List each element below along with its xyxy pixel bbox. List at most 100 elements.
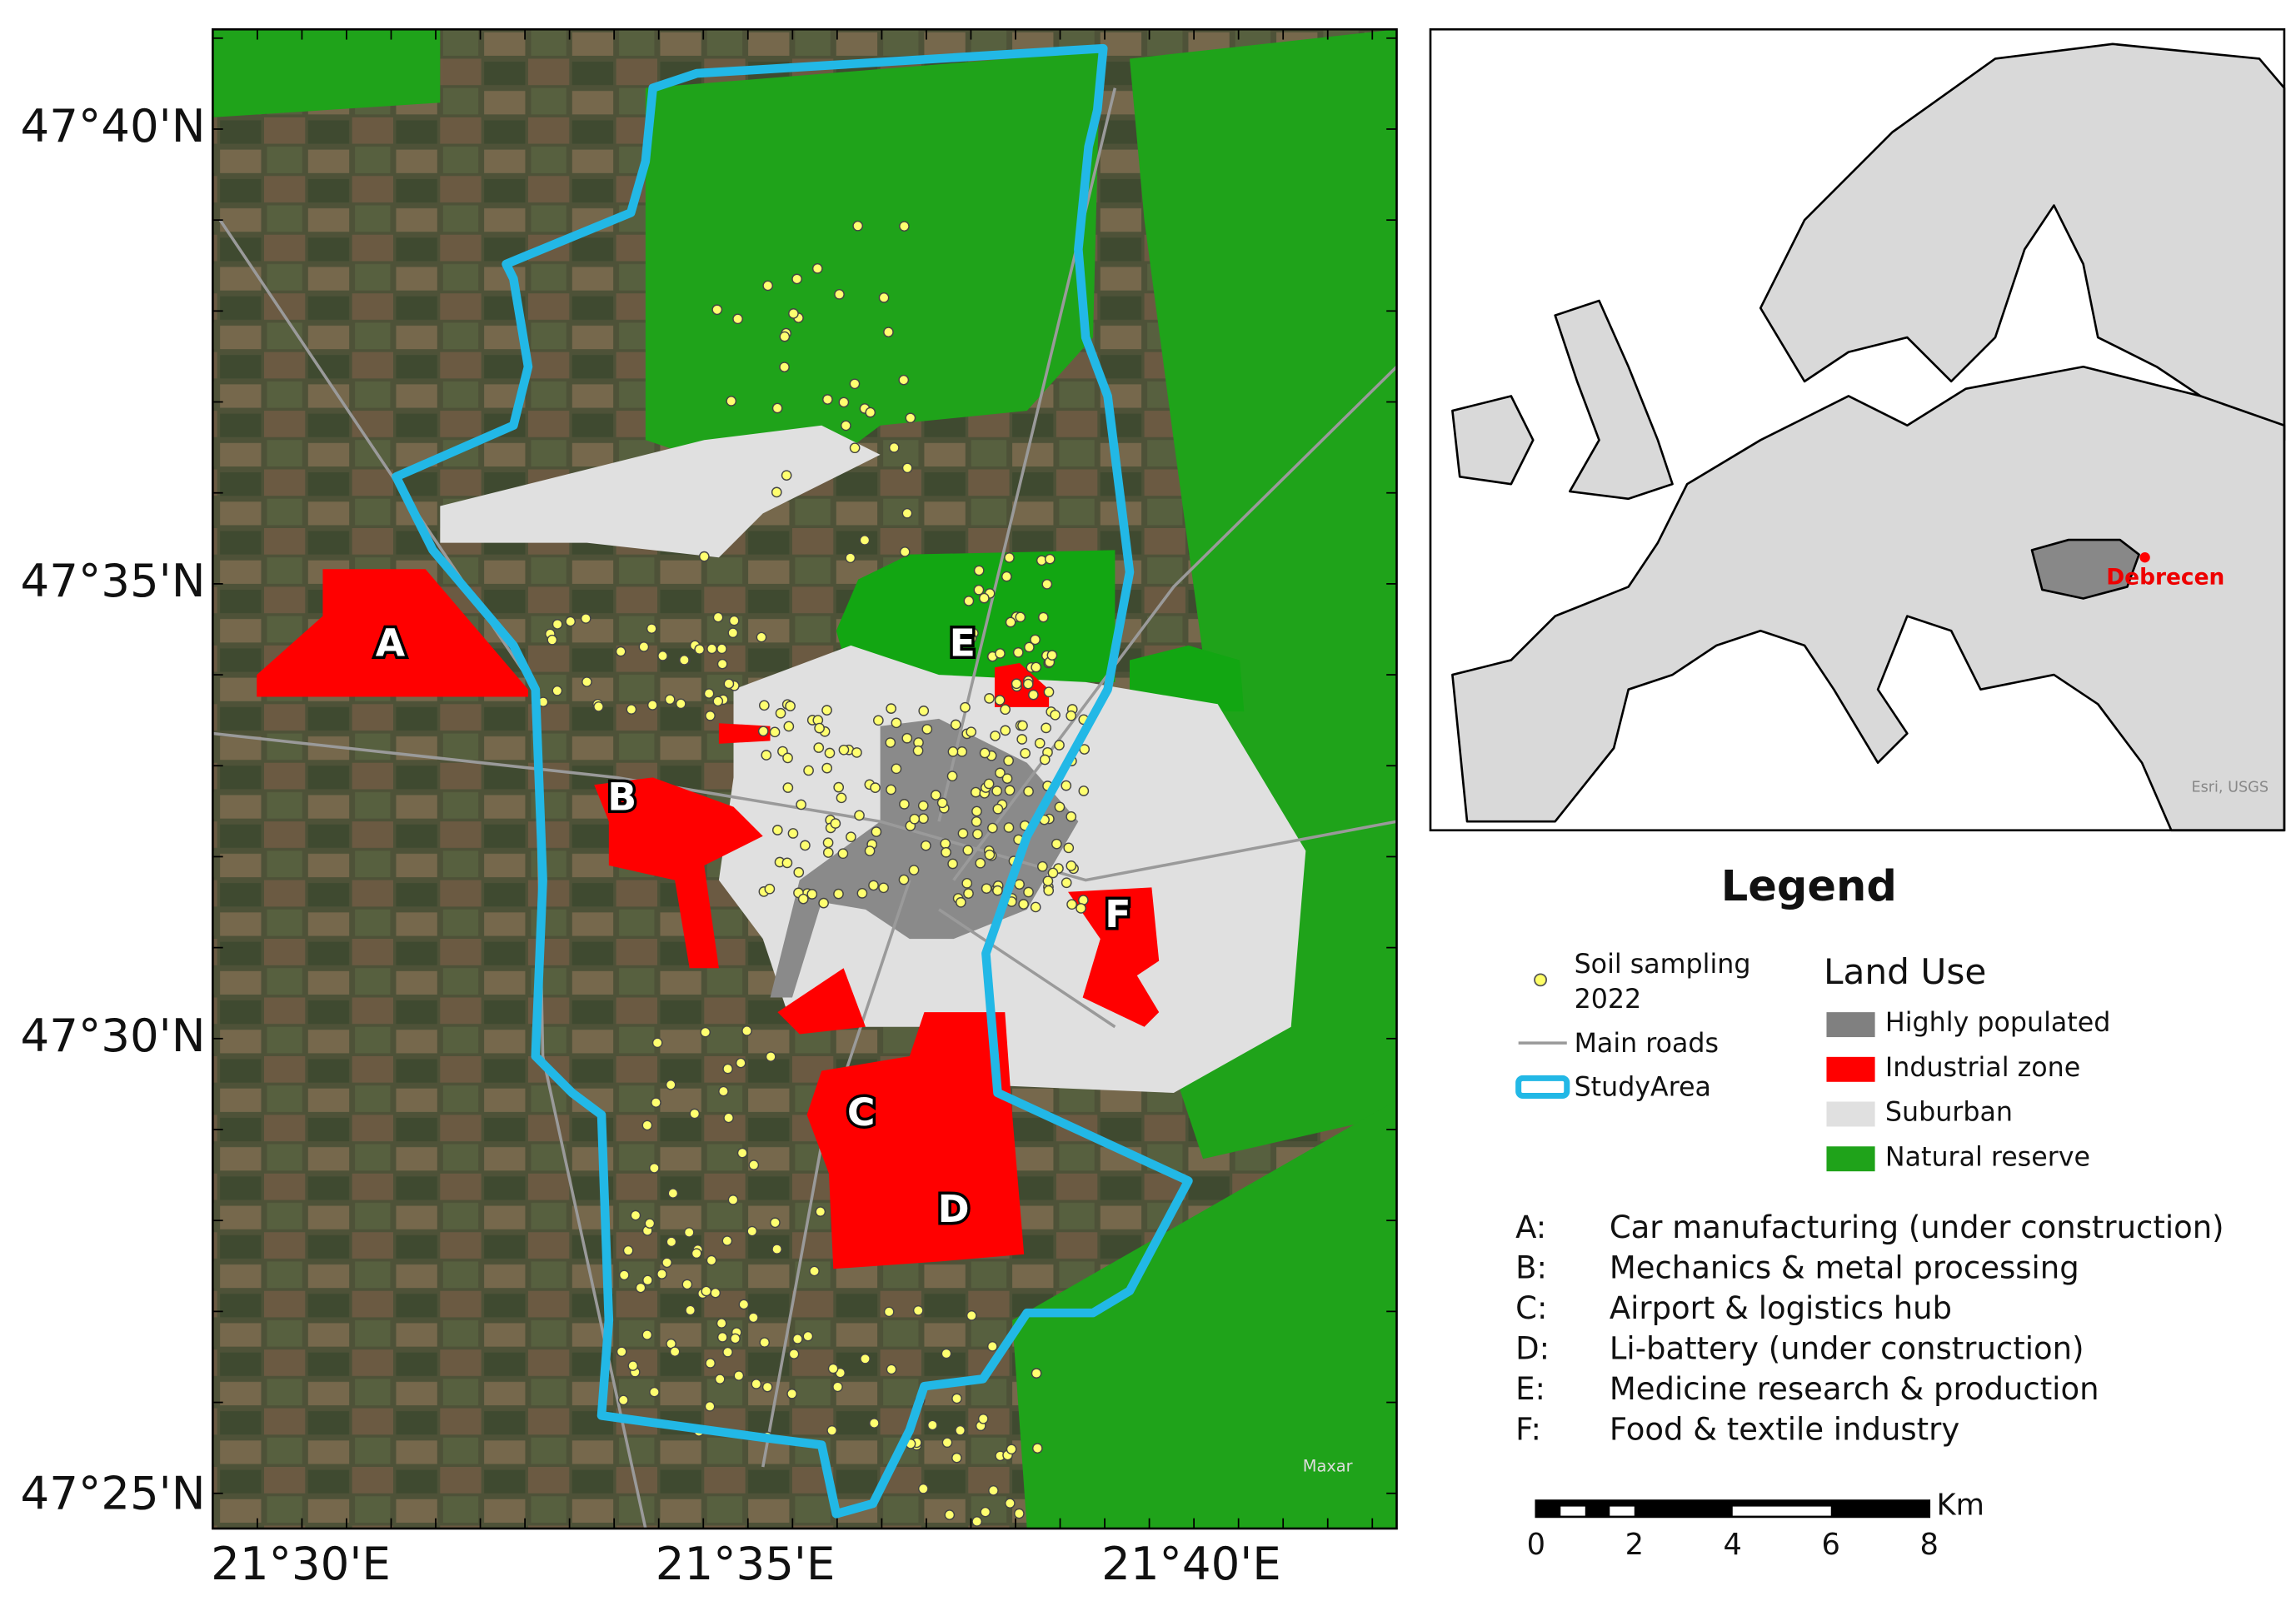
soil-sample xyxy=(764,883,776,895)
scale-label: 0 xyxy=(1527,1528,1545,1562)
soil-sample xyxy=(845,552,856,564)
soil-sample xyxy=(627,1360,639,1371)
soil-sample xyxy=(781,470,792,481)
soil-sample xyxy=(1044,553,1056,565)
soil-sample xyxy=(970,786,981,798)
soil-sample xyxy=(886,703,896,714)
soil-sample xyxy=(667,1188,679,1199)
soil-sample xyxy=(936,797,948,809)
soil-sample xyxy=(797,893,809,905)
scale-bar: Km 0 2 4 6 8 xyxy=(1527,1489,1984,1563)
soil-sample xyxy=(710,1287,721,1299)
soil-sample xyxy=(833,888,844,900)
soil-sample xyxy=(635,1282,646,1294)
soil-sample xyxy=(681,1279,693,1290)
soil-sample xyxy=(941,1348,952,1359)
soil-sample xyxy=(901,732,913,744)
soil-sample xyxy=(955,1424,966,1436)
legend: Legend Soil sampling 2022 Main roads Stu… xyxy=(1515,862,2224,1447)
zone-label: B xyxy=(607,775,636,819)
soil-sample xyxy=(931,790,941,800)
soil-samples xyxy=(537,220,1091,1527)
soil-sample xyxy=(891,717,902,729)
inset-map: Debrecen Esri, USGS xyxy=(1429,27,2286,832)
soil-sample xyxy=(1003,755,1014,766)
scale-unit: Km xyxy=(1937,1489,1984,1523)
land-use-swatch xyxy=(1826,1101,1875,1127)
soil-sample xyxy=(666,1236,677,1248)
soil-sample xyxy=(1066,710,1076,721)
soil-sample xyxy=(986,1340,998,1352)
soil-sample xyxy=(1017,720,1028,731)
soil-sample xyxy=(1016,734,1028,745)
soil-sample xyxy=(649,1162,660,1174)
legend-label: Soil sampling xyxy=(1575,950,1751,980)
soil-sample xyxy=(1013,1508,1025,1519)
soil-sample xyxy=(617,1394,629,1406)
legend-label: 2022 xyxy=(1575,985,1642,1015)
soil-sample xyxy=(565,616,576,627)
soil-sample xyxy=(716,658,728,670)
soil-sample xyxy=(961,877,973,889)
soil-sample xyxy=(946,771,958,782)
soil-sample xyxy=(730,1333,741,1344)
soil-sample xyxy=(899,799,910,810)
soil-sample xyxy=(1015,611,1026,623)
soil-sample xyxy=(912,1304,924,1316)
inset-frame xyxy=(1429,27,2286,832)
soil-sample xyxy=(782,752,793,764)
soil-sample xyxy=(921,840,931,851)
soil-sample xyxy=(581,676,592,687)
soil-sample xyxy=(1004,785,1016,796)
soil-sample xyxy=(883,327,894,338)
soil-sample xyxy=(1041,578,1053,590)
soil-sample xyxy=(821,705,832,716)
soil-sample xyxy=(991,786,1003,796)
soil-sample xyxy=(917,800,929,811)
soil-sample xyxy=(918,813,929,825)
soil-sample xyxy=(759,700,770,711)
soil-sample xyxy=(1012,646,1024,658)
soil-sample xyxy=(921,724,933,735)
soil-sample xyxy=(973,565,985,576)
study-area-boundary xyxy=(392,43,1193,1519)
soil-sample xyxy=(651,1037,663,1049)
soil-sample xyxy=(552,685,563,696)
soil-sample xyxy=(1023,786,1034,797)
soil-sample xyxy=(712,696,724,707)
soil-sample xyxy=(1043,885,1055,896)
zone-label: D xyxy=(938,1187,970,1231)
soil-sample xyxy=(1022,678,1034,690)
soil-sample xyxy=(978,592,990,604)
legend-title: Legend xyxy=(1721,862,1897,911)
soil-sample xyxy=(908,865,920,875)
soil-sample xyxy=(987,822,998,834)
soil-sample xyxy=(830,818,841,829)
soil-sample xyxy=(727,627,739,639)
soil-sample xyxy=(748,1312,759,1324)
soil-sample xyxy=(972,828,983,840)
soil-sample xyxy=(705,1358,716,1369)
zone-description: Airport & logistics hub xyxy=(1610,1290,1952,1326)
soil-sample xyxy=(689,1108,701,1120)
frame-ticks xyxy=(212,29,1397,1529)
soil-sample xyxy=(1001,571,1012,582)
soil-sample xyxy=(811,263,823,274)
soil-sample xyxy=(917,1483,929,1494)
soil-sample xyxy=(788,1349,800,1359)
legend-label: Highly populated xyxy=(1885,1008,2110,1038)
soil-sample xyxy=(1061,780,1072,791)
soil-sample xyxy=(901,462,913,474)
soil-sample xyxy=(756,631,767,643)
soil-sample xyxy=(779,331,791,342)
soil-sample xyxy=(1061,877,1072,889)
soil-sample xyxy=(630,1209,641,1221)
soil-sample xyxy=(675,698,686,710)
soil-sample xyxy=(957,828,969,839)
soil-sample xyxy=(898,374,910,386)
soil-sample xyxy=(757,726,769,737)
soil-sample xyxy=(827,1363,839,1374)
soil-sample xyxy=(1034,737,1046,749)
soil-sample xyxy=(718,1085,729,1097)
soil-sample xyxy=(626,704,637,715)
